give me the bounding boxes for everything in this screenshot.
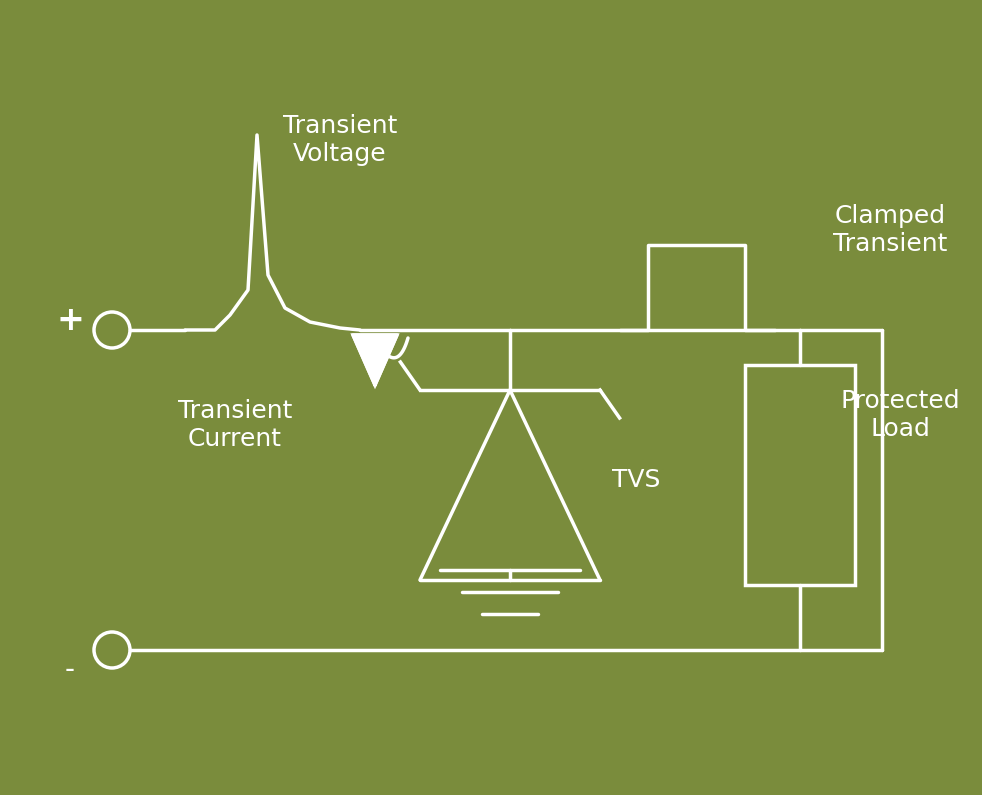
Text: Clamped
Transient: Clamped Transient bbox=[833, 204, 948, 256]
Text: Transient
Current: Transient Current bbox=[178, 399, 293, 451]
Bar bbox=[745, 365, 855, 585]
Text: -: - bbox=[65, 656, 75, 684]
Text: TVS: TVS bbox=[612, 468, 660, 492]
Text: Protected
Load: Protected Load bbox=[841, 389, 959, 441]
Text: +: + bbox=[56, 304, 83, 336]
Polygon shape bbox=[353, 335, 397, 385]
Text: Transient
Voltage: Transient Voltage bbox=[283, 114, 397, 166]
